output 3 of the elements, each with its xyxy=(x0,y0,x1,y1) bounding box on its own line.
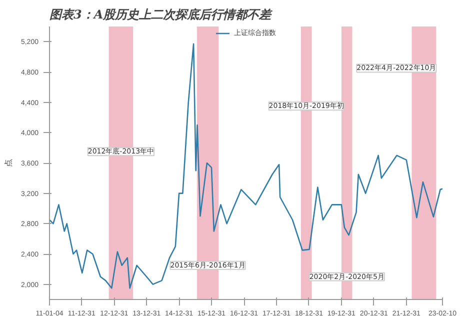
y-axis-title: 点 xyxy=(4,159,13,167)
line-series xyxy=(50,43,442,289)
chart-title: 图表3：A股历史上二次探底后行情都不差 xyxy=(50,8,274,22)
